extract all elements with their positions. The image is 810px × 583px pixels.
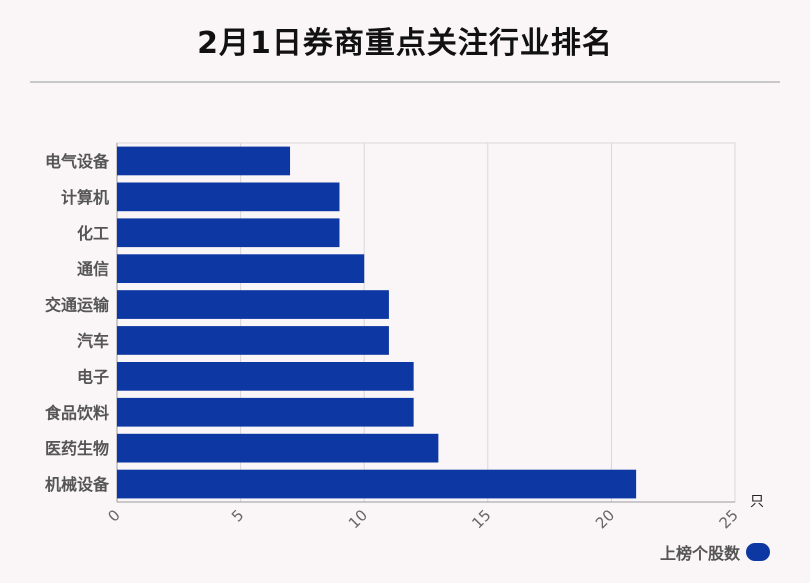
- category-label: 电气设备: [45, 152, 110, 171]
- category-label: 交通运输: [45, 296, 110, 315]
- legend[interactable]: 上榜个股数: [660, 540, 770, 564]
- category-label: 计算机: [61, 188, 109, 207]
- x-tick-label: 10: [345, 506, 371, 532]
- bar[interactable]: [117, 290, 389, 319]
- bar[interactable]: [117, 397, 414, 427]
- x-tick-label: 15: [468, 506, 494, 532]
- title-divider: [30, 81, 780, 83]
- bar[interactable]: [117, 326, 389, 355]
- bar[interactable]: [117, 433, 439, 463]
- category-label: 医药生物: [45, 439, 109, 458]
- category-label: 机械设备: [45, 475, 110, 494]
- category-label: 化工: [77, 224, 109, 243]
- x-unit-label: 只: [750, 494, 764, 510]
- chart-title: 2月1日券商重点关注行业排名: [197, 26, 613, 61]
- bar[interactable]: [117, 361, 414, 391]
- x-tick-label: 5: [228, 506, 247, 525]
- x-tick-label: 0: [104, 506, 123, 525]
- bar[interactable]: [117, 254, 365, 284]
- bar[interactable]: [117, 218, 340, 248]
- x-tick-label: 25: [716, 506, 742, 532]
- bar[interactable]: [117, 469, 637, 499]
- category-label: 电子: [77, 367, 109, 386]
- legend-swatch: [746, 543, 770, 561]
- category-label: 汽车: [77, 331, 109, 350]
- bar[interactable]: [117, 182, 340, 212]
- category-label: 食品饮料: [44, 403, 109, 422]
- bar[interactable]: [117, 146, 291, 176]
- x-tick-labels: 0 5 10 15 20 25: [104, 506, 741, 532]
- category-label: 通信: [77, 260, 109, 279]
- x-tick-label: 20: [592, 506, 618, 532]
- bars: [117, 146, 637, 499]
- legend-label: 上榜个股数: [659, 544, 740, 563]
